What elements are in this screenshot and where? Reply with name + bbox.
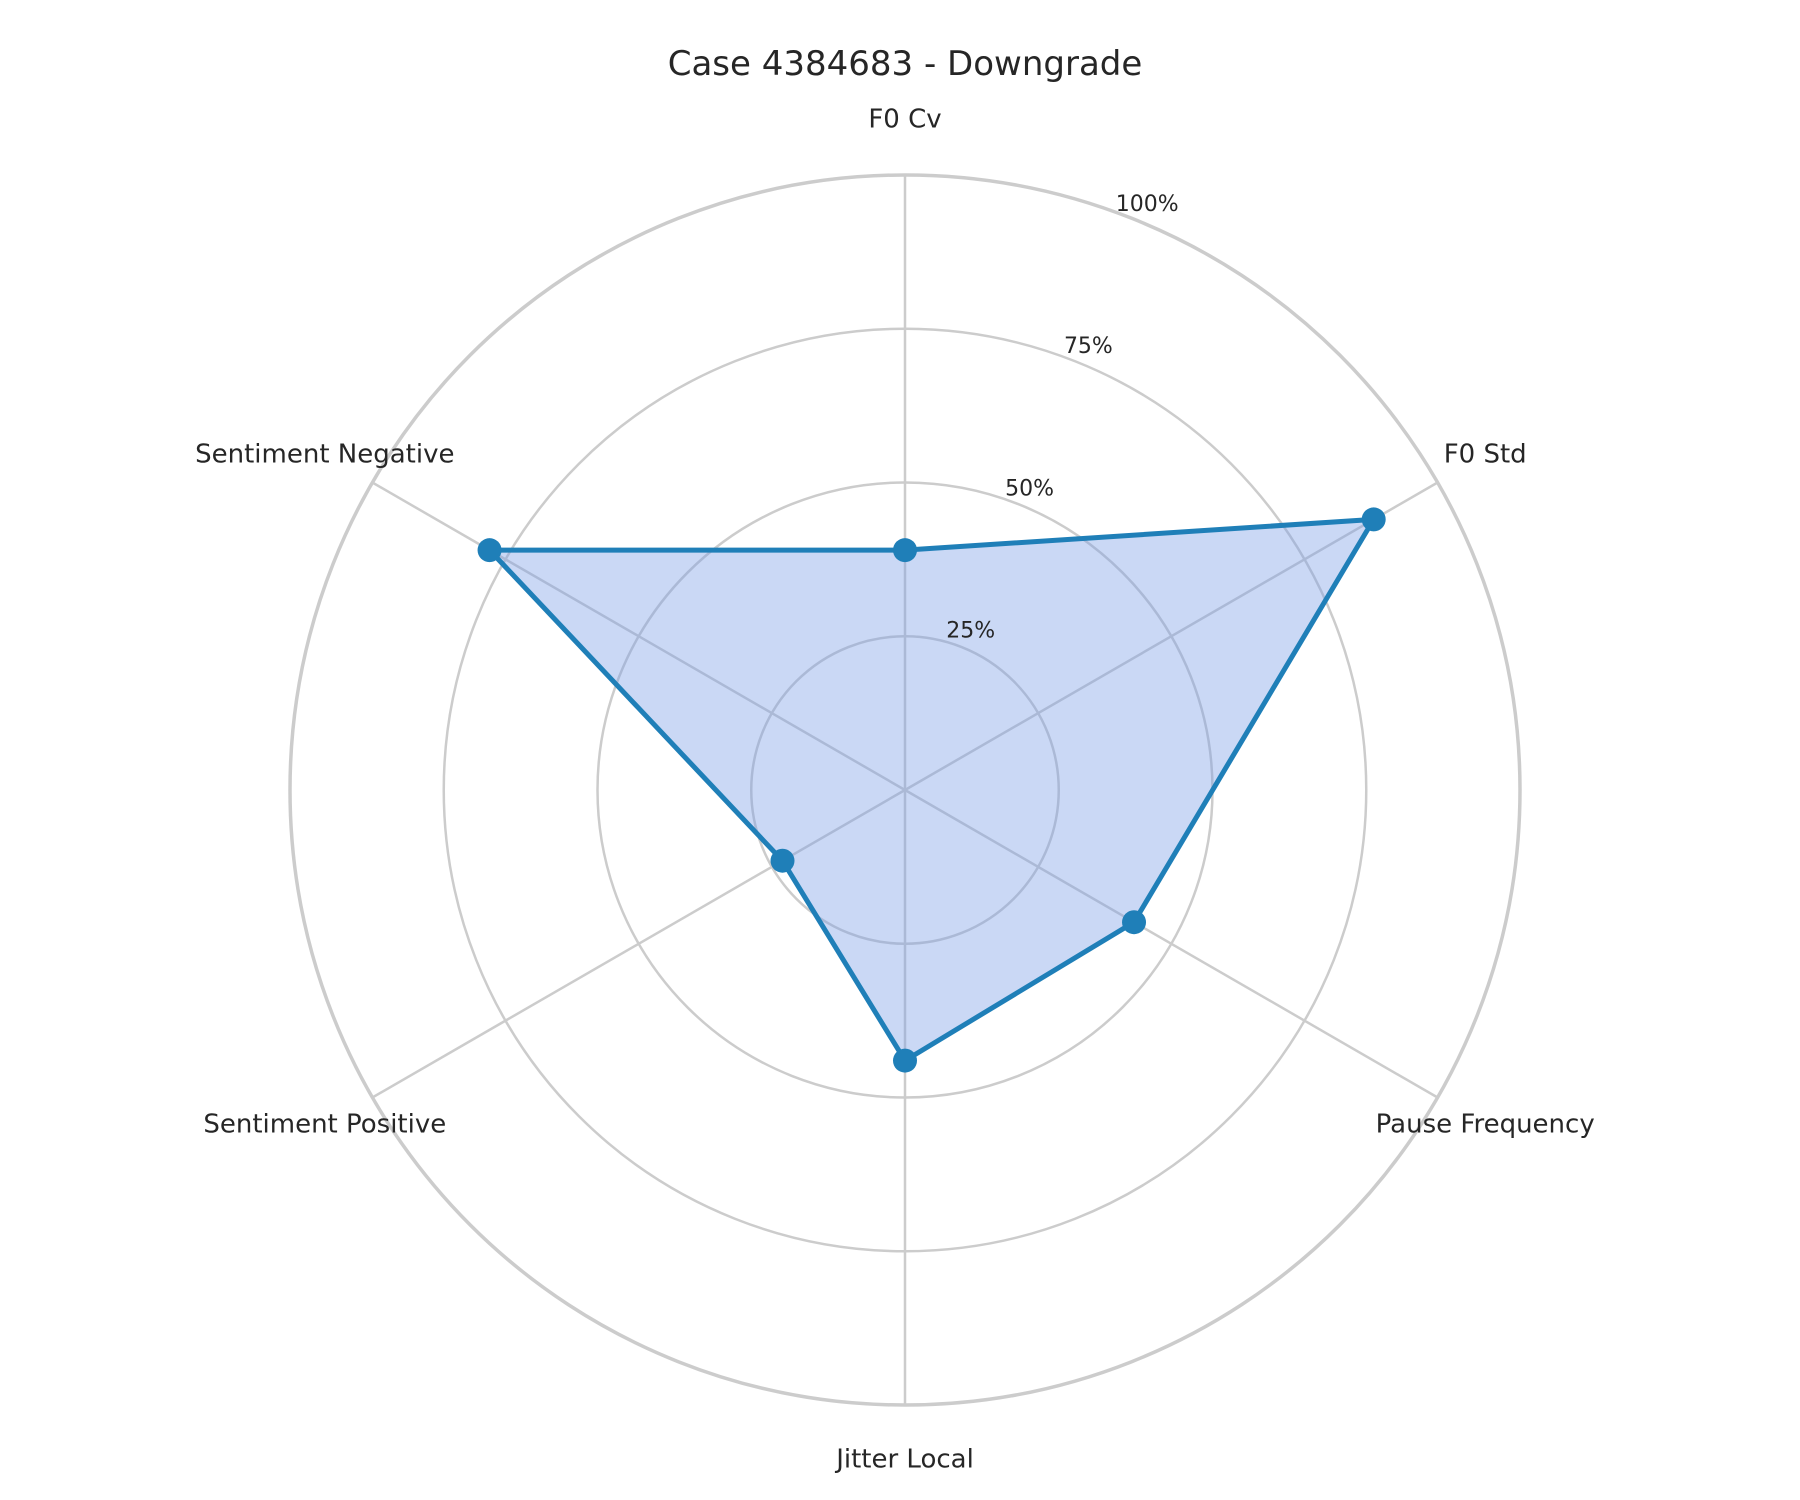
tick-label-25: 25%	[946, 618, 995, 643]
tick-label-75: 75%	[1064, 334, 1113, 359]
grid	[288, 173, 1522, 1407]
chart-title: Case 4384683 - Downgrade	[668, 44, 1143, 84]
spoke-2	[904, 788, 1439, 1099]
series-layer	[477, 507, 1386, 1073]
data-point-4	[770, 848, 795, 873]
tick-labels: 25% 50% 75% 100%	[946, 192, 1178, 643]
axis-label-5: Sentiment Negative	[195, 440, 454, 470]
spoke-5	[371, 481, 906, 792]
axis-label-3: Jitter Local	[834, 1445, 974, 1475]
series-area	[489, 519, 1374, 1061]
axis-labels: F0 Cv F0 Std Pause Frequency Jitter Local Se…	[195, 105, 1595, 1475]
tick-label-50: 50%	[1005, 476, 1054, 501]
axis-label-2: Pause Frequency	[1376, 1110, 1595, 1140]
spoke-4	[371, 788, 906, 1099]
spoke-1	[904, 481, 1439, 792]
axis-label-1: F0 Std	[1444, 440, 1527, 470]
data-point-5	[477, 538, 502, 563]
tick-label-100: 100%	[1116, 192, 1179, 217]
axis-label-0: F0 Cv	[868, 105, 941, 135]
data-point-0	[893, 538, 917, 563]
data-point-3	[893, 1048, 917, 1073]
axis-label-4: Sentiment Positive	[203, 1110, 446, 1140]
data-point-2	[1122, 910, 1147, 935]
data-point-1	[1361, 507, 1386, 532]
